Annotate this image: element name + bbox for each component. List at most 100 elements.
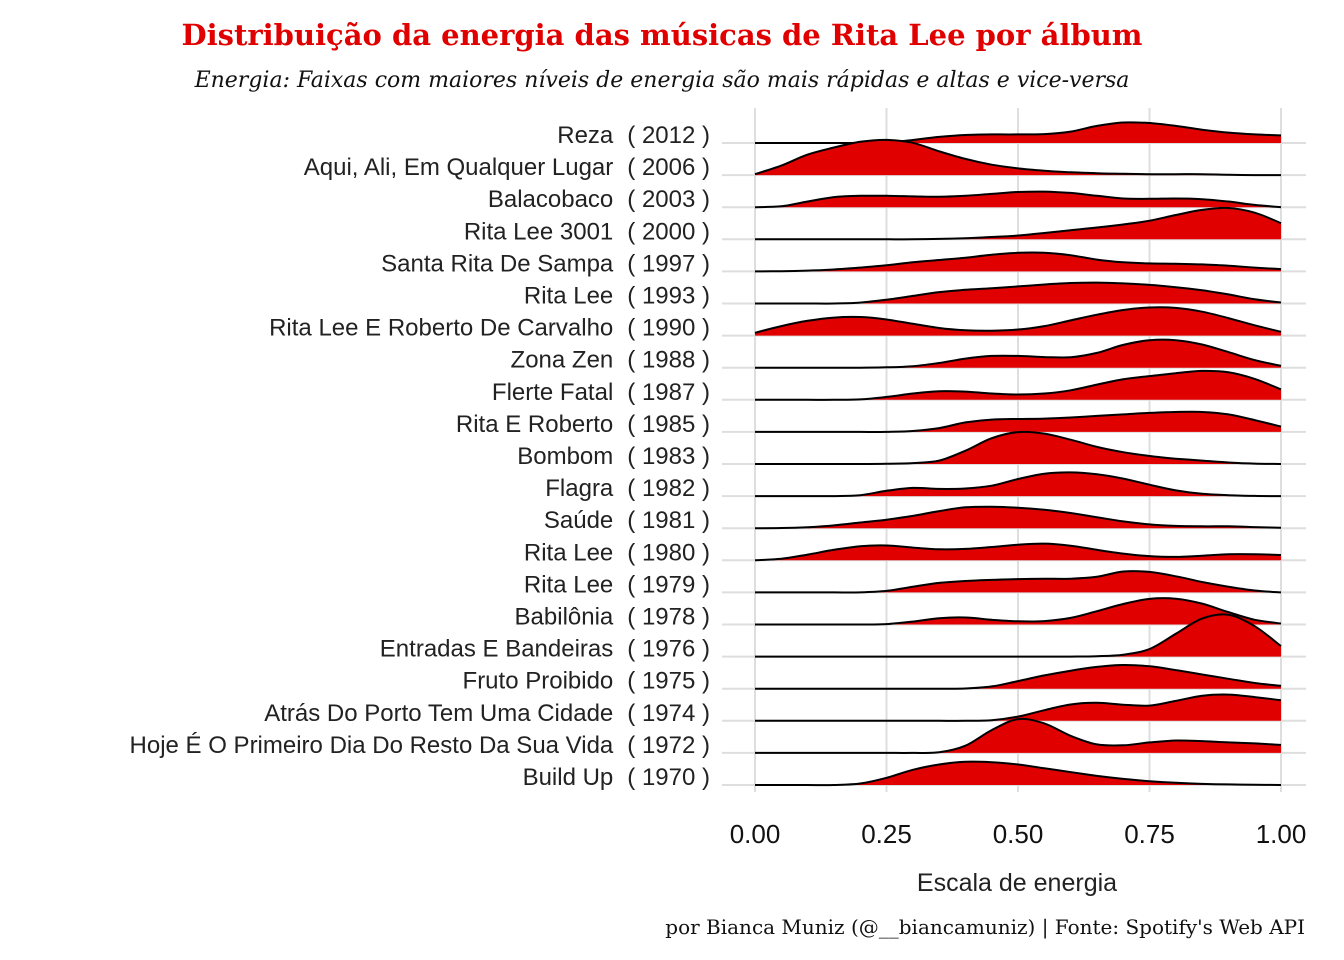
ridge-line [755, 597, 1282, 626]
album-name: Bombom [517, 443, 613, 470]
ridge-line [754, 306, 1282, 334]
album-year: ( 1981 ) [627, 507, 710, 534]
album-label: Rita E Roberto ( 1985 ) [456, 411, 710, 438]
album-year: ( 1985 ) [627, 411, 710, 438]
album-label: Entradas E Bandeiras ( 1976 ) [380, 636, 710, 663]
ridge-line [755, 717, 1282, 755]
album-name: Babilônia [515, 604, 614, 631]
ridge-line [754, 338, 1282, 369]
ridge-line [754, 542, 1282, 562]
album-label: Rita Lee E Roberto De Carvalho ( 1990 ) [269, 315, 710, 342]
ridge-fill [755, 122, 1281, 144]
album-labels: Reza ( 2012 ) Aqui, Ali, Em Qualquer Lugar… [130, 122, 710, 791]
ridge-line [755, 410, 1282, 433]
album-year: ( 2012 ) [627, 122, 710, 149]
ridge-line [754, 693, 1282, 722]
ridge-line [754, 663, 1282, 690]
album-name: Atrás Do Porto Tem Uma Cidade [264, 700, 613, 727]
album-label: Reza ( 2012 ) [557, 122, 710, 149]
ridge-fill [755, 543, 1281, 561]
album-name: Saúde [544, 507, 613, 534]
album-name: Reza [557, 122, 614, 149]
ridge-fill [755, 664, 1281, 689]
ridge-line [755, 613, 1282, 658]
album-name: Rita Lee [524, 283, 613, 310]
album-year: ( 1975 ) [627, 668, 710, 695]
album-label: Hoje É O Primeiro Dia Do Resto Da Sua Vi… [130, 732, 710, 759]
album-name: Balacobaco [488, 186, 613, 213]
album-year: ( 1980 ) [627, 539, 710, 566]
album-year: ( 1990 ) [627, 315, 710, 342]
ridge-fill [755, 252, 1281, 272]
album-year: ( 1982 ) [627, 475, 710, 502]
ridge-line [754, 430, 1282, 465]
x-axis-ticks: 0.00 0.25 0.50 0.75 1.00 [730, 819, 1307, 849]
album-name: Rita Lee [524, 539, 613, 566]
album-name: Rita Lee E Roberto De Carvalho [269, 315, 613, 342]
album-year: ( 1970 ) [627, 764, 710, 791]
album-name: Rita Lee [524, 571, 613, 598]
ridge-fill [755, 370, 1281, 400]
ridge-fill [755, 191, 1281, 208]
ridge-line [754, 471, 1282, 498]
album-year: ( 1983 ) [627, 443, 710, 470]
album-label: Rita Lee 3001 ( 2000 ) [464, 218, 710, 245]
album-year: ( 1988 ) [627, 347, 710, 374]
album-label: Bombom ( 1983 ) [517, 443, 710, 470]
album-year: ( 1974 ) [627, 700, 710, 727]
album-year: ( 1976 ) [627, 636, 710, 663]
album-label: Fruto Proibido ( 1975 ) [463, 668, 710, 695]
album-name: Flerte Fatal [492, 379, 613, 406]
ridge-fill [755, 761, 1281, 786]
chart-subtitle: Energia: Faixas com maiores níveis de en… [194, 68, 1130, 93]
album-label: Balacobaco ( 2003 ) [488, 186, 710, 213]
album-year: ( 1997 ) [627, 250, 710, 277]
album-year: ( 1987 ) [627, 379, 710, 406]
album-label: Saúde ( 1981 ) [544, 507, 710, 534]
ridge-line [754, 570, 1282, 594]
ridge-line [754, 138, 1282, 177]
chart-title: Distribuição da energia das músicas de R… [182, 18, 1143, 52]
x-tick-label: 0.00 [730, 819, 781, 849]
ridge-line [755, 206, 1282, 241]
ridge-fill [755, 307, 1281, 336]
album-label: Santa Rita De Sampa ( 1997 ) [381, 250, 710, 277]
ridge-fill [755, 339, 1281, 368]
ridge-fill [755, 598, 1281, 625]
x-tick-label: 0.75 [1124, 819, 1175, 849]
ridge-fill [755, 207, 1281, 240]
album-year: ( 1978 ) [627, 604, 710, 631]
ridge-line [754, 251, 1282, 273]
ridge-line [754, 121, 1282, 145]
ridge-fill [755, 571, 1281, 593]
album-label: Aqui, Ali, Em Qualquer Lugar ( 2006 ) [304, 154, 710, 181]
ridge-line [755, 369, 1282, 401]
ridge-line [754, 760, 1282, 787]
album-name: Rita Lee 3001 [464, 218, 613, 245]
x-axis-label: Escala de energia [917, 869, 1117, 897]
ridge-line [754, 505, 1282, 530]
ridge-fill [755, 139, 1281, 176]
album-name: Fruto Proibido [463, 668, 614, 695]
album-year: ( 2000 ) [627, 218, 710, 245]
album-name: Flagra [545, 475, 614, 502]
ridge-fill [755, 614, 1281, 657]
album-label: Flagra ( 1982 ) [545, 475, 710, 502]
ridge-fill [755, 718, 1281, 754]
x-tick-label: 1.00 [1256, 819, 1307, 849]
album-label: Rita Lee ( 1979 ) [524, 571, 710, 598]
album-year: ( 1979 ) [627, 571, 710, 598]
album-name: Aqui, Ali, Em Qualquer Lugar [304, 154, 614, 181]
album-name: Zona Zen [511, 347, 614, 374]
ridge-fill [755, 694, 1281, 721]
ridge-line [754, 190, 1282, 209]
album-label: Rita Lee ( 1993 ) [524, 283, 710, 310]
album-name: Rita E Roberto [456, 411, 613, 438]
x-tick-label: 0.25 [861, 819, 912, 849]
album-label: Zona Zen ( 1988 ) [511, 347, 710, 374]
album-year: ( 2006 ) [627, 154, 710, 181]
album-label: Atrás Do Porto Tem Uma Cidade ( 1974 ) [264, 700, 710, 727]
album-year: ( 2003 ) [627, 186, 710, 213]
ridge-line [754, 281, 1282, 305]
